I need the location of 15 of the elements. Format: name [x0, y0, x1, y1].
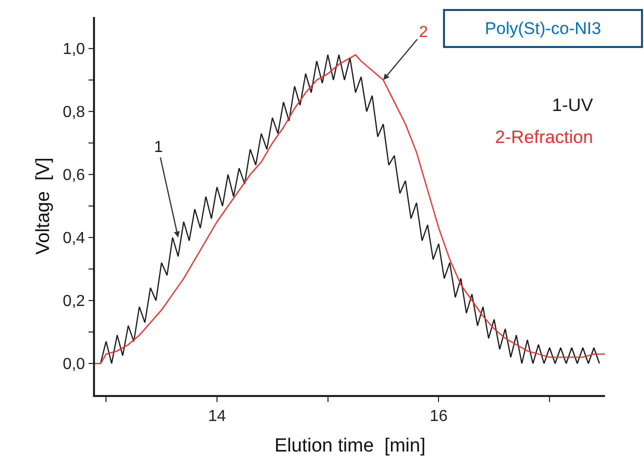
text: 2-Refraction — [495, 127, 594, 147]
annotation: 2 — [419, 24, 428, 41]
text: 1-UV — [552, 95, 594, 115]
x-axis-title: Elution time [min] — [274, 435, 426, 456]
y-tick-label: 0,4 — [62, 230, 86, 248]
y-tick-label: 1,0 — [62, 41, 86, 58]
x-tick-label: 16 — [430, 408, 448, 425]
y-axis-title: Voltage [V] — [33, 157, 54, 255]
y-tick-label: 0,0 — [62, 356, 86, 374]
x-tick-label: 14 — [208, 408, 226, 425]
y-tick-label: 0,6 — [62, 167, 86, 184]
y-tick-label: 0,8 — [62, 104, 86, 122]
annotation: 1 — [154, 139, 163, 156]
y-tick-label: 0,2 — [62, 293, 86, 310]
chart-title: Poly(St)-co-NI3 — [484, 19, 602, 38]
